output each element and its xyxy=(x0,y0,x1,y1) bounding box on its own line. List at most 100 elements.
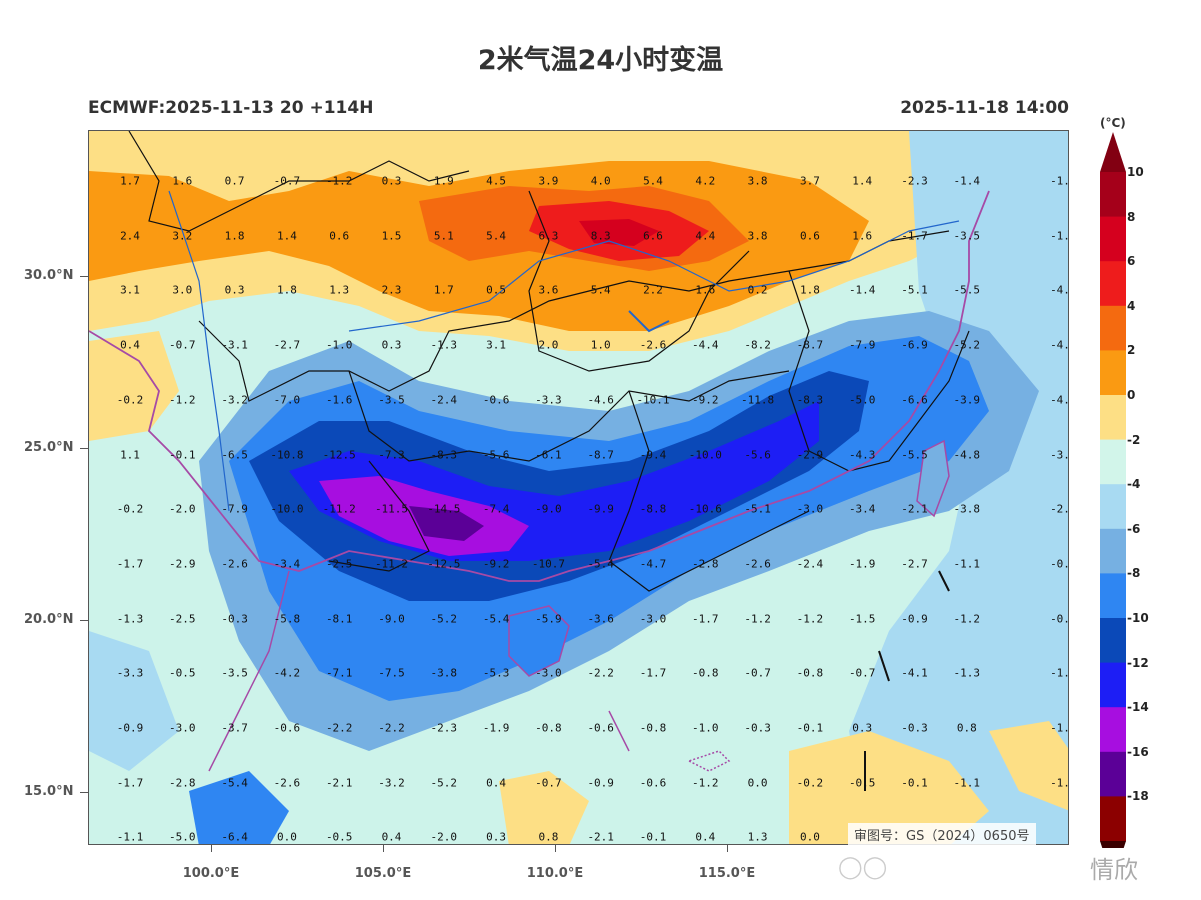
grid-value: 3.9 xyxy=(538,174,559,188)
grid-value: -0. xyxy=(1050,612,1070,626)
grid-value: -2.7 xyxy=(901,557,928,571)
grid-value: -3.4 xyxy=(848,502,876,516)
colorbar-segment xyxy=(1100,216,1126,262)
grid-value: -7.3 xyxy=(378,448,405,461)
colorbar-segment xyxy=(1100,707,1126,753)
grid-value: -1.2 xyxy=(325,174,353,188)
colorbar-label: -12 xyxy=(1127,655,1149,670)
grid-value: 0.6 xyxy=(799,229,820,243)
grid-value: 2.2 xyxy=(643,283,663,297)
grid-value: -1. xyxy=(1050,721,1070,735)
grid-value: 0.7 xyxy=(224,174,245,188)
temperature-change-map[interactable] xyxy=(88,130,1069,845)
grid-value: -6.1 xyxy=(535,448,562,461)
grid-value: -0.1 xyxy=(901,776,928,790)
grid-value: 0.4 xyxy=(120,338,140,352)
grid-value: -4. xyxy=(1050,338,1070,352)
grid-value: 0.0 xyxy=(276,830,297,844)
grid-value: -2.8 xyxy=(169,776,196,790)
grid-value: -1.3 xyxy=(430,338,458,352)
grid-value: 1.4 xyxy=(276,229,297,243)
grid-value: -7.9 xyxy=(221,502,248,516)
lat-tick-mark xyxy=(80,448,88,449)
colorbar-segment xyxy=(1100,662,1126,708)
grid-value: -0.1 xyxy=(796,721,824,735)
grid-value: 0.8 xyxy=(538,830,559,844)
colorbar-segment xyxy=(1100,484,1126,530)
grid-value: 1.1 xyxy=(120,448,140,461)
grid-value: -1. xyxy=(1050,666,1070,680)
colorbar-segment xyxy=(1100,751,1126,797)
grid-value: -1. xyxy=(1050,174,1070,188)
grid-value: -0.3 xyxy=(744,721,771,735)
grid-value: -1. xyxy=(1050,229,1070,243)
grid-value: -14.5 xyxy=(427,502,461,516)
grid-value: -5.9 xyxy=(535,612,562,626)
colorbar-label: -6 xyxy=(1127,521,1141,536)
colorbar-segment xyxy=(1100,439,1126,485)
grid-value: -0.5 xyxy=(325,830,353,844)
lat-tick-mark xyxy=(80,792,88,793)
grid-value: 2.3 xyxy=(381,283,402,297)
grid-value: -3.5 xyxy=(378,393,405,407)
grid-value: 1.7 xyxy=(433,283,454,297)
grid-value: -3.5 xyxy=(953,229,981,243)
grid-value: -1.7 xyxy=(116,557,144,571)
grid-value: 1.6 xyxy=(852,229,873,243)
lon-label-100e: 100.0°E xyxy=(182,866,240,881)
grid-value: -4.3 xyxy=(848,448,876,461)
grid-value: -2.8 xyxy=(692,557,719,571)
grid-value: -8.1 xyxy=(325,612,353,626)
grid-value: -0.3 xyxy=(901,721,928,735)
colorbar-bottom-triangle xyxy=(1100,841,1126,848)
grid-value: -2.4 xyxy=(796,557,824,571)
grid-value: -0.1 xyxy=(639,830,667,844)
grid-value: -1.2 xyxy=(953,612,981,626)
lon-tick-mark xyxy=(211,845,212,852)
grid-value: -2.7 xyxy=(273,338,301,352)
grid-value: -6.6 xyxy=(901,393,928,407)
watermark-icon: ◯◯ xyxy=(838,855,888,880)
grid-value: -2.2 xyxy=(378,721,405,735)
grid-value: 1.6 xyxy=(695,283,716,297)
grid-value: -2.9 xyxy=(169,557,196,571)
grid-value: -4.7 xyxy=(639,557,667,571)
grid-value: 0.3 xyxy=(852,721,873,735)
grid-value: -2.2 xyxy=(587,666,614,680)
grid-value: -7.9 xyxy=(848,338,876,352)
lat-label-25n: 25.0°N xyxy=(24,440,74,455)
grid-value: 0.6 xyxy=(329,229,350,243)
valid-time-label: 2025-11-18 14:00 xyxy=(900,98,1069,118)
grid-value: -0.3 xyxy=(221,612,248,626)
grid-value: -0.5 xyxy=(169,666,196,680)
grid-value: -0.1 xyxy=(169,448,196,461)
grid-value: -1.7 xyxy=(116,776,144,790)
grid-value: -0.8 xyxy=(535,721,562,735)
grid-value: -1.9 xyxy=(482,721,510,735)
grid-value: -1.2 xyxy=(692,776,719,790)
grid-value: -9.0 xyxy=(378,612,405,626)
grid-value: -5.5 xyxy=(953,283,981,297)
grid-value: -0.9 xyxy=(587,776,614,790)
grid-value: 3.8 xyxy=(747,229,768,243)
grid-value: -7.1 xyxy=(325,666,353,680)
grid-value: 5.4 xyxy=(643,174,663,188)
grid-value: -5.4 xyxy=(221,776,248,790)
grid-value: -2.6 xyxy=(221,557,248,571)
grid-value: -3.7 xyxy=(221,721,248,735)
grid-value: 1.8 xyxy=(276,283,297,297)
grid-value: -2.1 xyxy=(587,830,614,844)
grid-value: -10.6 xyxy=(688,502,722,516)
grid-value: -1.4 xyxy=(953,174,981,188)
colorbar-label: -8 xyxy=(1127,566,1141,581)
grid-value: 4.0 xyxy=(590,174,611,188)
grid-value: -0. xyxy=(1050,557,1070,571)
grid-value: -0.8 xyxy=(796,666,824,680)
grid-value: 6.3 xyxy=(538,229,559,243)
grid-value: 1.9 xyxy=(433,174,454,188)
grid-value: 0.4 xyxy=(695,830,716,844)
grid-value: -0.7 xyxy=(273,174,301,188)
map-fill-layer xyxy=(89,131,1068,844)
grid-value: 5.1 xyxy=(433,229,454,243)
grid-value: -0.7 xyxy=(535,776,562,790)
